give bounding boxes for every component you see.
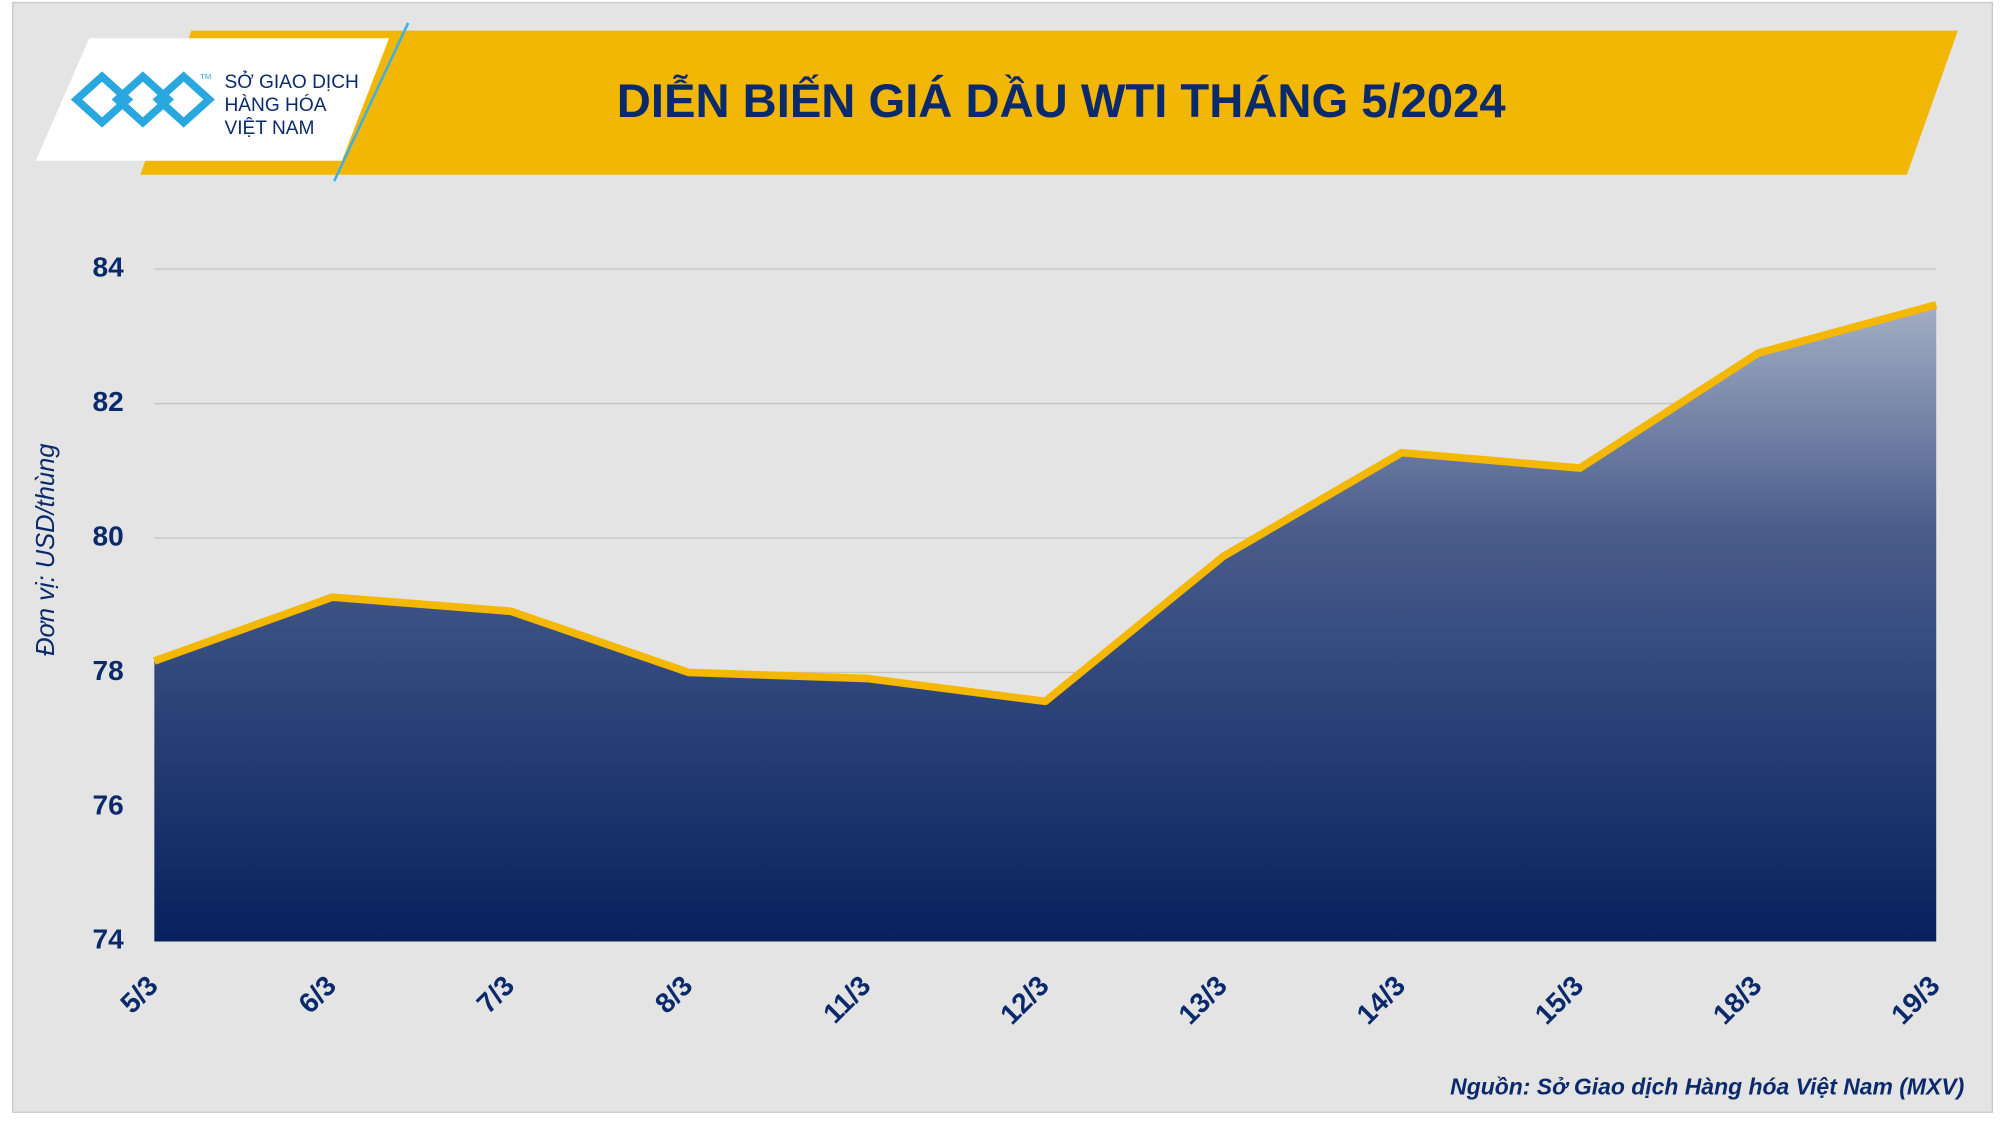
source: Nguồn: Sở Giao dịch Hàng hóa Việt Nam (M… — [1450, 1073, 1964, 1099]
logo-tm: TM — [200, 72, 211, 81]
line — [153, 301, 1938, 706]
y-tick-label: 78 — [93, 655, 124, 686]
title-banner — [140, 30, 1958, 175]
accent-line — [333, 22, 410, 182]
logo-icon — [70, 71, 215, 128]
chart-title: DIỄN BIẾN GIÁ DẦU WTI THÁNG 5/2024 — [617, 74, 1506, 128]
y-tick-label: 80 — [93, 520, 124, 551]
y-tick-label: 76 — [93, 789, 124, 820]
logo-text: SỞ GIAO DỊCH — [224, 71, 358, 93]
y-tick-label: 74 — [93, 924, 125, 955]
y-tick-label: 84 — [93, 252, 125, 283]
logo-text: HÀNG HÓA — [224, 94, 326, 116]
logo-text: VIỆT NAM — [224, 118, 314, 139]
y-axis-label: Đơn vị: USD/thùng — [32, 444, 60, 656]
y-tick-label: 82 — [93, 386, 124, 417]
